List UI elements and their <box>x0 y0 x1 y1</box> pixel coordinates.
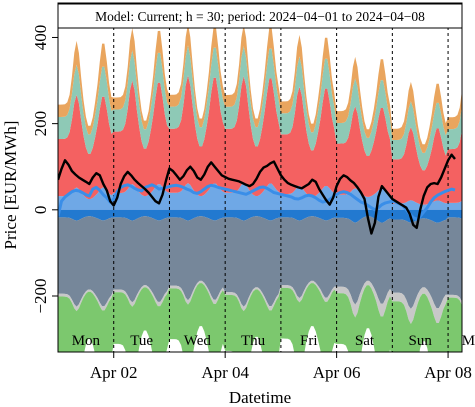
negative-stack-area-3 <box>58 283 462 352</box>
y-tick-label-0: −200 <box>31 278 50 313</box>
day-label-3: Thu <box>241 333 266 349</box>
model-banner: Model: Current; h = 30; period: 2024−04−… <box>57 3 463 29</box>
day-label-2: Wed <box>184 333 212 349</box>
y-tick-label-1: 0 <box>31 206 50 215</box>
day-label-0: Mon <box>72 333 101 349</box>
positive-stack-area-3 <box>58 23 462 153</box>
x-tick-label-1: Apr 04 <box>201 363 249 382</box>
x-axis: Apr 02 Apr 04 Apr 06 Apr 08 <box>90 352 472 382</box>
y-axis-title: Price [EUR/MWh] <box>1 121 20 250</box>
x-tick-label-0: Apr 02 <box>90 363 138 382</box>
y-tick-label-2: 200 <box>31 111 50 136</box>
series-line-1 <box>58 153 456 235</box>
day-label-1: Tue <box>130 333 153 349</box>
day-label-4: Fri <box>300 333 318 349</box>
x-axis-title: Datetime <box>229 388 291 407</box>
x-tick-label-3: Apr 08 <box>424 363 472 382</box>
model-banner-box <box>57 3 463 29</box>
positive-stack-area-2 <box>58 45 462 171</box>
series-line-0 <box>58 183 456 221</box>
day-boundary-lines <box>58 3 449 352</box>
y-axis: −200 0 200 400 <box>31 25 58 314</box>
y-tick-label-3: 400 <box>31 25 50 51</box>
day-label-7: Mon <box>462 333 475 349</box>
model-banner-text: Model: Current; h = 30; period: 2024−04−… <box>95 9 425 24</box>
day-label-5: Sat <box>355 333 375 349</box>
negative-stack-area-1 <box>58 216 462 309</box>
price-series-lines <box>58 153 456 235</box>
day-label-6: Sun <box>409 333 433 349</box>
weekday-labels: Mon Tue Wed Thu Fri Sat Sun Mon <box>72 333 475 349</box>
negative-stack-area-0 <box>58 209 462 223</box>
x-tick-label-2: Apr 06 <box>313 363 361 382</box>
plot-frame <box>57 2 463 353</box>
negative-stack-area-2 <box>58 280 462 324</box>
positive-stack-area-1 <box>58 75 462 205</box>
